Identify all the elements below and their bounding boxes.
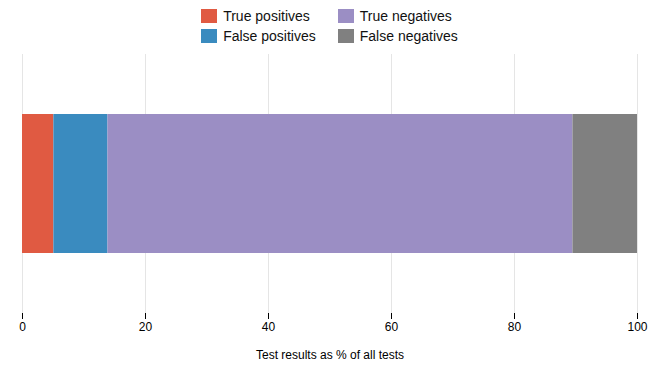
html-text:True positives: True positives <box>223 8 310 24</box>
svg-text:Test results as % of all tests: Test results as % of all tests <box>256 348 404 362</box>
html-text:False positives: False positives <box>223 28 316 44</box>
svg-text:20: 20 <box>139 320 153 334</box>
svg-text:100: 100 <box>627 320 647 334</box>
html-text:True negatives: True negatives <box>359 8 452 24</box>
svg-text:40: 40 <box>262 320 276 334</box>
svg-text:0: 0 <box>19 320 26 334</box>
html-text:False negatives: False negatives <box>359 28 458 44</box>
svg-text:60: 60 <box>385 320 399 334</box>
svg-text:80: 80 <box>508 320 522 334</box>
